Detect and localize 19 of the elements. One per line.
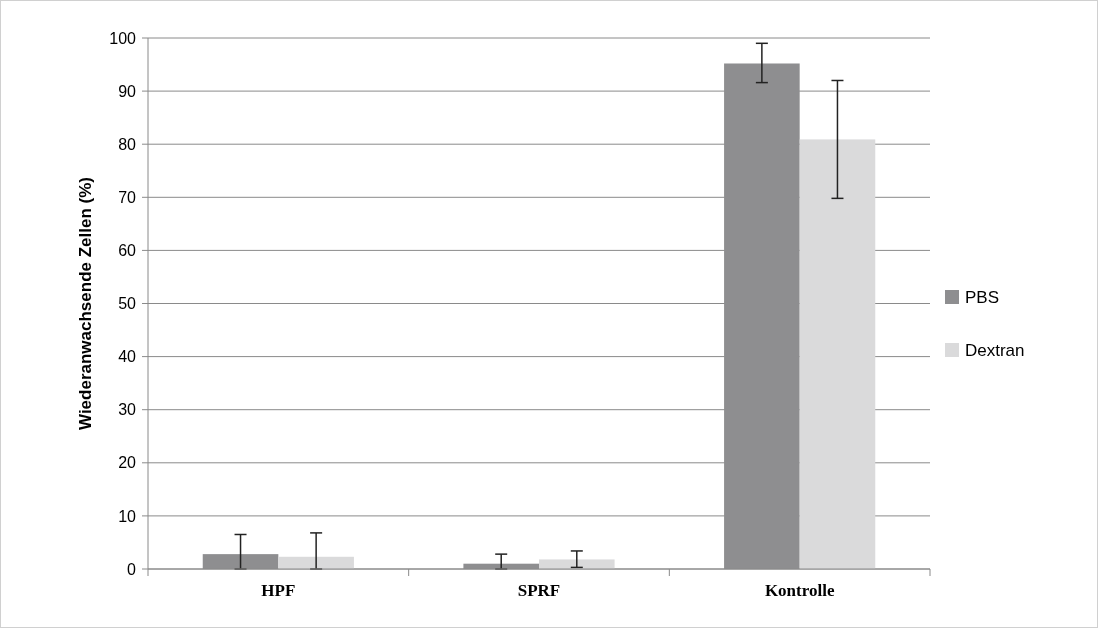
y-tick-label: 60 (118, 242, 137, 259)
x-tick-label: HPF (261, 581, 296, 600)
legend-label: Dextran (965, 340, 1025, 360)
y-tick-label: 50 (118, 295, 137, 313)
bar (799, 139, 876, 569)
y-tick-label: 0 (127, 560, 137, 578)
y-tick-label: 20 (118, 454, 137, 472)
y-tick-label: 70 (118, 188, 137, 206)
x-tick-label: Kontrolle (764, 581, 835, 600)
y-axis-title: Wiederanwachsende Zellen (%) (76, 176, 95, 431)
y-tick-label: 30 (118, 401, 137, 419)
y-tick-label: 40 (118, 348, 137, 366)
legend-label: PBS (965, 287, 1000, 307)
y-tick-label: 10 (118, 507, 137, 525)
y-tick-label: 90 (118, 82, 137, 100)
x-tick-label: SPRF (517, 581, 561, 600)
y-tick-label: 80 (118, 135, 137, 153)
y-tick-label: 100 (109, 29, 137, 47)
bar (539, 559, 615, 569)
